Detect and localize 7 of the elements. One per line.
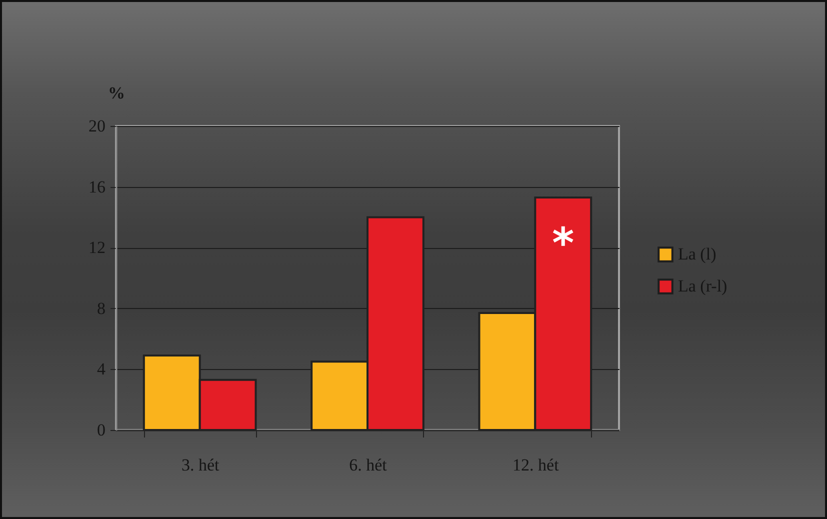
x-tick-label: 12. hét bbox=[512, 456, 560, 474]
annotation: * bbox=[552, 218, 574, 268]
x-tick-label: 3. hét bbox=[181, 456, 220, 474]
y-tick-label: 20 bbox=[88, 116, 106, 136]
x-tick-label: 6. hét bbox=[349, 456, 388, 474]
y-axis-title: % bbox=[108, 84, 125, 102]
y-tick-label: 0 bbox=[97, 420, 106, 440]
